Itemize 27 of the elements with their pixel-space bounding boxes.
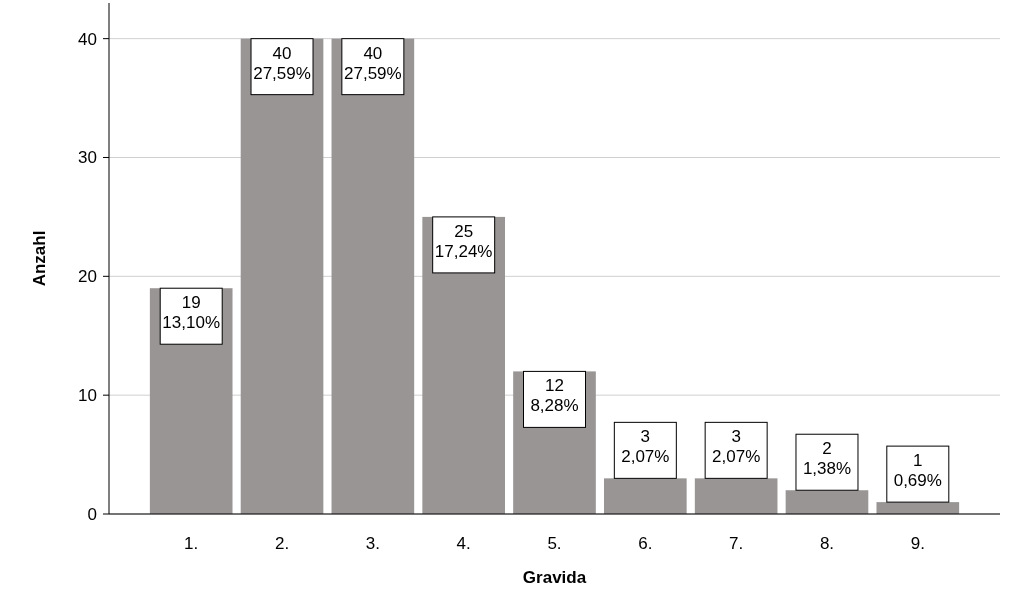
bar [240,38,324,514]
x-tick-label: 9. [910,534,925,553]
data-label: 2 1,38% [802,439,852,479]
bar [331,38,415,514]
x-axis-title: Gravida [522,568,587,587]
data-label: 25 17,24% [434,221,493,261]
data-label: 1 0,69% [893,451,942,491]
x-tick-label: 1. [184,534,199,553]
data-label: 12 8,28% [530,376,579,416]
y-tick-label: 10 [78,386,97,406]
data-label: 40 27,59% [344,43,402,83]
x-tick-label: 2. [274,534,290,553]
x-tick-label: 4. [456,534,471,553]
y-tick-label: 20 [78,267,97,287]
y-tick-label: 0 [87,504,97,524]
x-tick-label: 7. [729,534,744,553]
x-tick-label: 6. [638,534,653,553]
data-label: 3 2,07% [621,427,670,467]
data-label: 40 27,59% [253,43,311,83]
y-tick-label: 40 [78,29,97,49]
x-tick-label: 5. [547,534,562,553]
data-label: 19 13,10% [162,293,221,333]
y-tick-label: 30 [78,148,97,168]
x-tick-label: 8. [819,534,835,553]
y-axis-title: Anzahl [30,230,49,287]
data-label: 3 2,07% [712,427,761,467]
x-tick-label: 3. [365,534,380,553]
